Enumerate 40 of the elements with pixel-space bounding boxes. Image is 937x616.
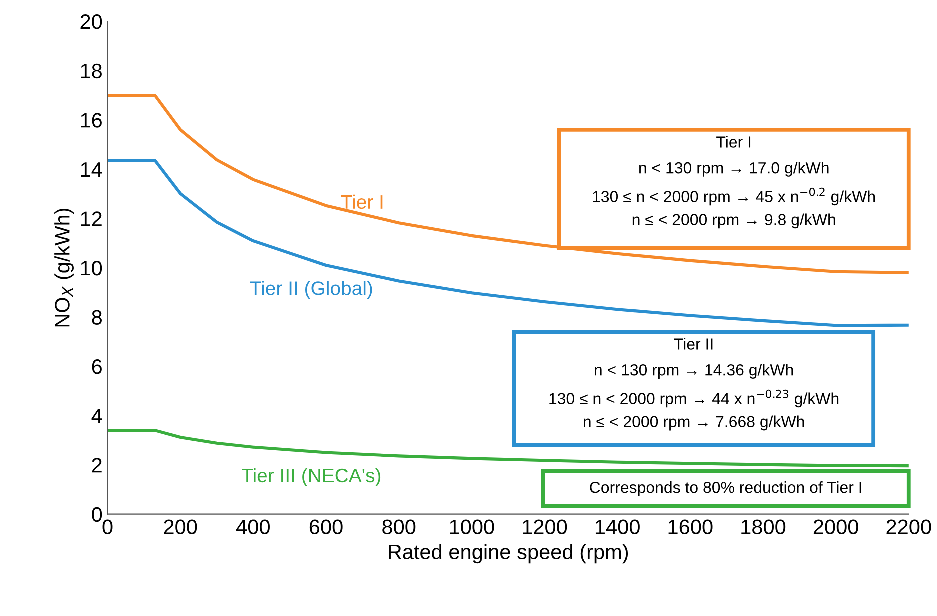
- line-series: [108, 159, 909, 328]
- y-tick-label: 0: [92, 507, 102, 522]
- x-tick-label: 400: [236, 520, 270, 535]
- y-tick-label: 16: [81, 113, 102, 128]
- x-tick-label: 1800: [742, 520, 786, 535]
- y-tick-label: 14: [81, 162, 102, 177]
- y-tick-label: 10: [81, 260, 102, 276]
- y-tick-label: 18: [81, 64, 102, 79]
- x-tick-label: 1000: [450, 520, 494, 535]
- annotation: n ≤ < 2000 rpm → 7.668 g/kWh: [584, 416, 804, 431]
- annotation: Tier II: [674, 338, 713, 350]
- series-label: Tier III (NECA's): [242, 468, 381, 486]
- line-series: [108, 429, 909, 468]
- annotation: Tier I: [716, 136, 751, 148]
- x-tick-label: 1400: [596, 520, 640, 535]
- annotation: n < 130 rpm → 17.0 g/kWh: [640, 162, 829, 177]
- x-tick-label: 800: [382, 520, 416, 535]
- y-tick-label: 2: [92, 458, 102, 473]
- x-tick-label: 200: [164, 520, 198, 535]
- x-tick-label: 600: [310, 520, 343, 535]
- line-series: [108, 94, 909, 274]
- y-tick-label: 8: [92, 310, 102, 325]
- y-axis-title: NO$_{X}$ (g/kWh): [54, 208, 74, 327]
- series-label: Tier II (Global): [250, 281, 372, 300]
- annotation: 130 ≤ n < 2000 rpm → 44 x n$^{−0.23}$ g/kWh: [550, 390, 839, 408]
- x-tick-label: 2000: [814, 520, 858, 535]
- x-tick-label: 1600: [668, 520, 713, 535]
- y-tick-label: 4: [92, 409, 102, 424]
- y-tick-label: 20: [80, 14, 102, 30]
- annotation: Corresponds to 80% reduction of Tier I: [590, 482, 862, 496]
- annotation: 130 ≤ n < 2000 rpm → 45 x n$^{−0.2}$ g/kWh: [593, 188, 876, 206]
- annotation: n ≤ < 2000 rpm → 9.8 g/kWh: [632, 214, 836, 229]
- y-tick-label: 6: [92, 360, 102, 374]
- annotation: n < 130 rpm → 14.36 g/kWh: [595, 364, 794, 379]
- y-tick-label: 12: [81, 212, 102, 226]
- series-label: Tier I: [341, 194, 383, 210]
- x-axis-title: Rated engine speed (rpm): [389, 544, 628, 564]
- x-tick-label: 0: [102, 520, 113, 535]
- x-tick-label: 1200: [523, 520, 568, 535]
- x-tick-label: 2200: [886, 520, 932, 535]
